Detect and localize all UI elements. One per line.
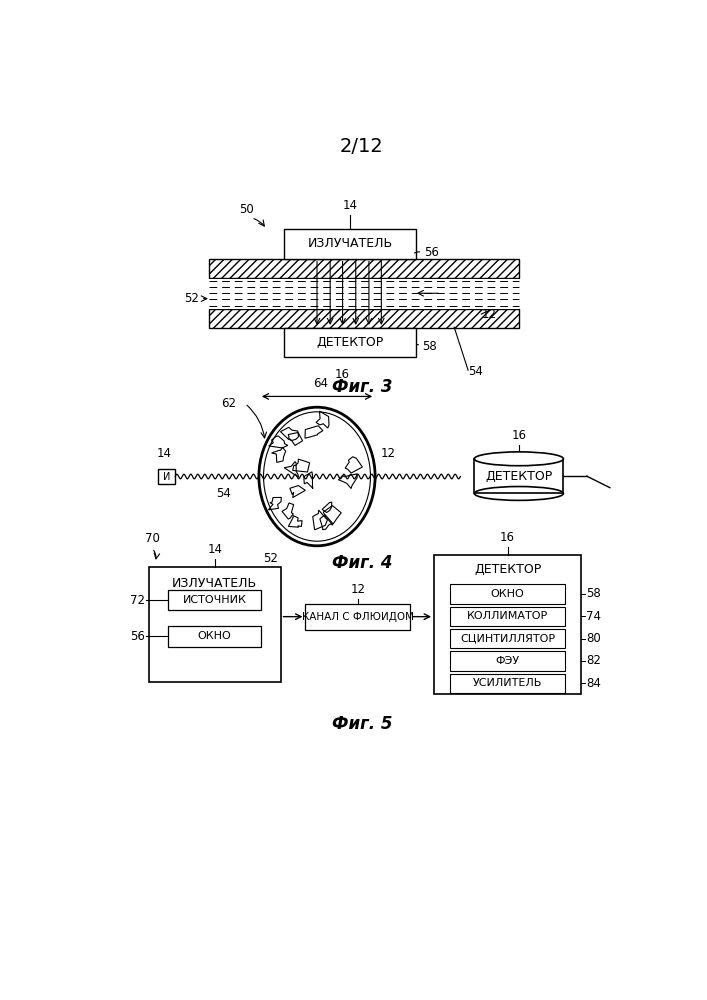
Bar <box>450 651 565 671</box>
Bar <box>434 555 581 694</box>
Text: 50: 50 <box>240 203 255 216</box>
Bar <box>168 590 261 610</box>
Bar <box>168 626 261 647</box>
Text: 70: 70 <box>145 532 160 545</box>
Text: 16: 16 <box>500 531 515 544</box>
Text: УСИЛИТЕЛЬ: УСИЛИТЕЛЬ <box>473 678 542 688</box>
Text: ИЗЛУЧАТЕЛЬ: ИЗЛУЧАТЕЛЬ <box>172 577 257 590</box>
Text: 58: 58 <box>586 587 601 600</box>
Text: 74: 74 <box>586 610 601 623</box>
Bar <box>474 459 563 493</box>
Text: 12: 12 <box>380 447 395 460</box>
Text: 56: 56 <box>130 630 145 643</box>
Text: Фиг. 4: Фиг. 4 <box>332 554 392 572</box>
Text: 72: 72 <box>130 594 145 607</box>
Bar <box>305 604 410 630</box>
Bar <box>209 278 518 309</box>
Text: ОКНО: ОКНО <box>198 631 232 641</box>
Text: ДЕТЕКТОР: ДЕТЕКТОР <box>474 563 542 576</box>
Text: 80: 80 <box>586 632 601 645</box>
Bar <box>284 229 416 259</box>
Text: 12: 12 <box>350 583 366 596</box>
Text: И: И <box>163 472 170 482</box>
Text: ИСТОЧНИК: ИСТОЧНИК <box>183 595 247 605</box>
Text: 14: 14 <box>207 543 222 556</box>
Text: ИЗЛУЧАТЕЛЬ: ИЗЛУЧАТЕЛЬ <box>308 237 393 250</box>
Text: 64: 64 <box>313 377 328 390</box>
Text: 16: 16 <box>335 368 350 381</box>
Text: 52: 52 <box>263 552 278 565</box>
Bar <box>158 469 175 484</box>
Text: 14: 14 <box>157 447 172 460</box>
Ellipse shape <box>264 412 370 541</box>
Text: 54: 54 <box>216 487 231 500</box>
Bar <box>450 629 565 648</box>
Text: 2/12: 2/12 <box>340 137 384 156</box>
Bar <box>209 259 518 278</box>
Text: 52: 52 <box>185 292 199 305</box>
Text: ФЭУ: ФЭУ <box>496 656 520 666</box>
Text: КОЛЛИМАТОР: КОЛЛИМАТОР <box>467 611 548 621</box>
Text: Фиг. 5: Фиг. 5 <box>332 715 392 733</box>
Ellipse shape <box>474 452 563 466</box>
Text: 62: 62 <box>221 397 235 410</box>
Text: 54: 54 <box>468 365 483 378</box>
Text: 82: 82 <box>586 654 601 667</box>
Text: 58: 58 <box>422 340 437 353</box>
Bar <box>209 309 518 328</box>
Text: ОКНО: ОКНО <box>491 589 525 599</box>
Text: 84: 84 <box>586 677 601 690</box>
Bar <box>450 607 565 626</box>
Bar <box>450 584 565 604</box>
Text: Фиг. 3: Фиг. 3 <box>332 378 392 396</box>
Text: КАНАЛ С ФЛЮИДОМ: КАНАЛ С ФЛЮИДОМ <box>302 612 414 622</box>
Text: СЦИНТИЛЛЯТОР: СЦИНТИЛЛЯТОР <box>460 634 555 644</box>
Text: 56: 56 <box>424 246 439 259</box>
Text: 16: 16 <box>511 429 527 442</box>
Text: 12: 12 <box>482 308 497 321</box>
Bar <box>450 674 565 693</box>
Bar <box>149 567 281 682</box>
Text: ДЕТЕКТОР: ДЕТЕКТОР <box>317 336 384 349</box>
Text: 14: 14 <box>343 199 358 212</box>
Bar <box>284 328 416 357</box>
Text: ДЕТЕКТОР: ДЕТЕКТОР <box>485 470 552 483</box>
